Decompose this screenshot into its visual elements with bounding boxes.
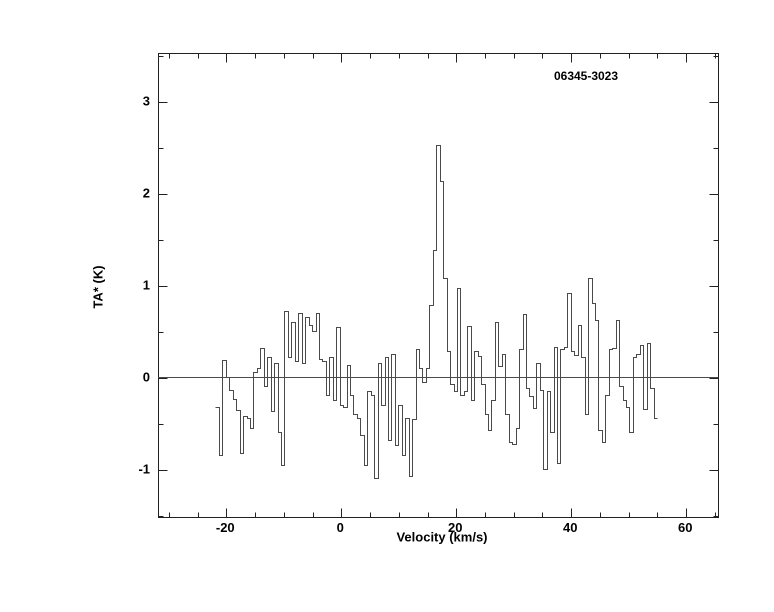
y-axis-label: TA* (K) — [90, 265, 106, 309]
x-tick-labels: -20 0 20 40 60 — [216, 520, 693, 535]
y-tick-label: 0 — [143, 370, 150, 385]
x-tick-label: -20 — [216, 520, 235, 535]
x-tick-label: 20 — [448, 520, 462, 535]
plot-frame — [158, 53, 719, 518]
y-tick-label: 3 — [143, 93, 150, 108]
x-tick-label: 0 — [337, 520, 344, 535]
y-tick-label: 2 — [143, 185, 150, 200]
source-id-label: 06345-3023 — [553, 69, 619, 83]
x-axis-label: Velocity (km/s) — [396, 529, 488, 545]
y-tick-label: 1 — [143, 278, 150, 293]
x-axis-ticks — [169, 53, 716, 518]
x-tick-label: 40 — [563, 520, 577, 535]
spectrum-trace — [215, 145, 658, 479]
y-tick-label: -1 — [138, 462, 150, 477]
y-axis-ticks — [158, 56, 719, 517]
y-tick-labels: -1 0 1 2 3 — [138, 93, 150, 476]
x-tick-label: 60 — [678, 520, 692, 535]
